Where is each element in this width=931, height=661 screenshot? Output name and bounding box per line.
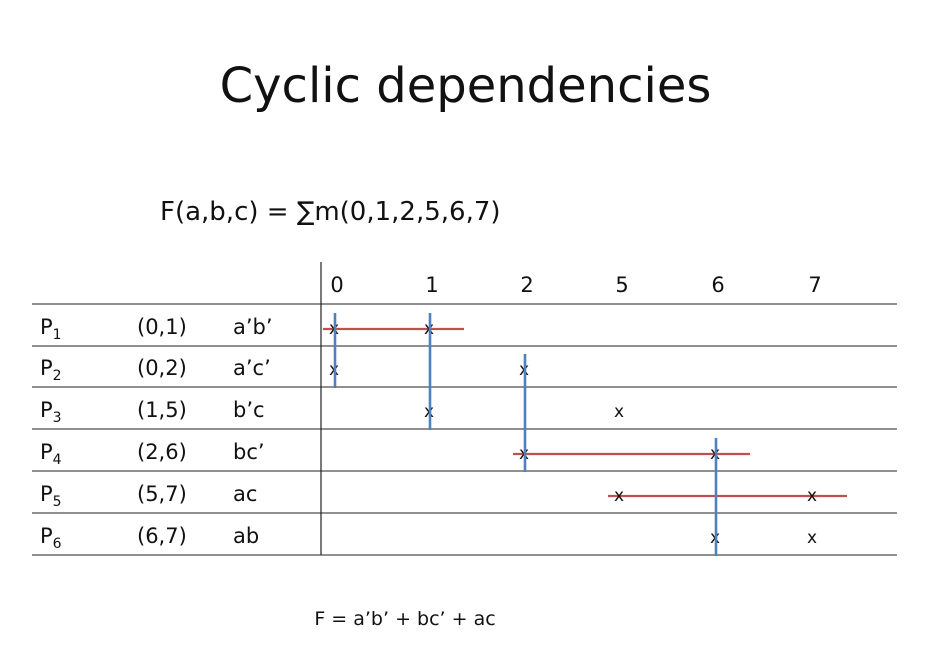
row-pair: (5,7): [137, 482, 187, 506]
row-term: ab: [233, 524, 259, 548]
row-pair: (1,5): [137, 398, 187, 422]
coverage-mark: x: [614, 486, 624, 506]
row-term: b’c: [233, 398, 265, 422]
column-header: 6: [711, 273, 724, 297]
row-label: P3: [40, 398, 62, 426]
row-pair: (0,1): [137, 315, 187, 339]
row-term: bc’: [233, 440, 265, 464]
row-label: P4: [40, 440, 62, 468]
row-label: P1: [40, 315, 62, 343]
coverage-mark: x: [807, 486, 817, 506]
slide-title: Cyclic dependencies: [219, 58, 712, 114]
function-definition: F(a,b,c) = ∑m(0,1,2,5,6,7): [160, 197, 501, 227]
final-expression: F = a’b’ + bc’ + ac: [314, 608, 496, 630]
coverage-mark: x: [614, 402, 624, 422]
row-term: a’b’: [233, 315, 273, 339]
row-term: ac: [233, 482, 257, 506]
column-header: 1: [425, 273, 438, 297]
column-header: 0: [330, 273, 343, 297]
row-pair: (2,6): [137, 440, 187, 464]
row-pair: (0,2): [137, 356, 187, 380]
column-header: 2: [520, 273, 533, 297]
row-label: P5: [40, 482, 62, 510]
row-term: a’c’: [233, 356, 271, 380]
column-header: 5: [615, 273, 628, 297]
row-label: P2: [40, 356, 62, 384]
row-label: P6: [40, 524, 62, 552]
row-pair: (6,7): [137, 524, 187, 548]
coverage-mark: x: [807, 528, 817, 548]
column-header: 7: [808, 273, 821, 297]
